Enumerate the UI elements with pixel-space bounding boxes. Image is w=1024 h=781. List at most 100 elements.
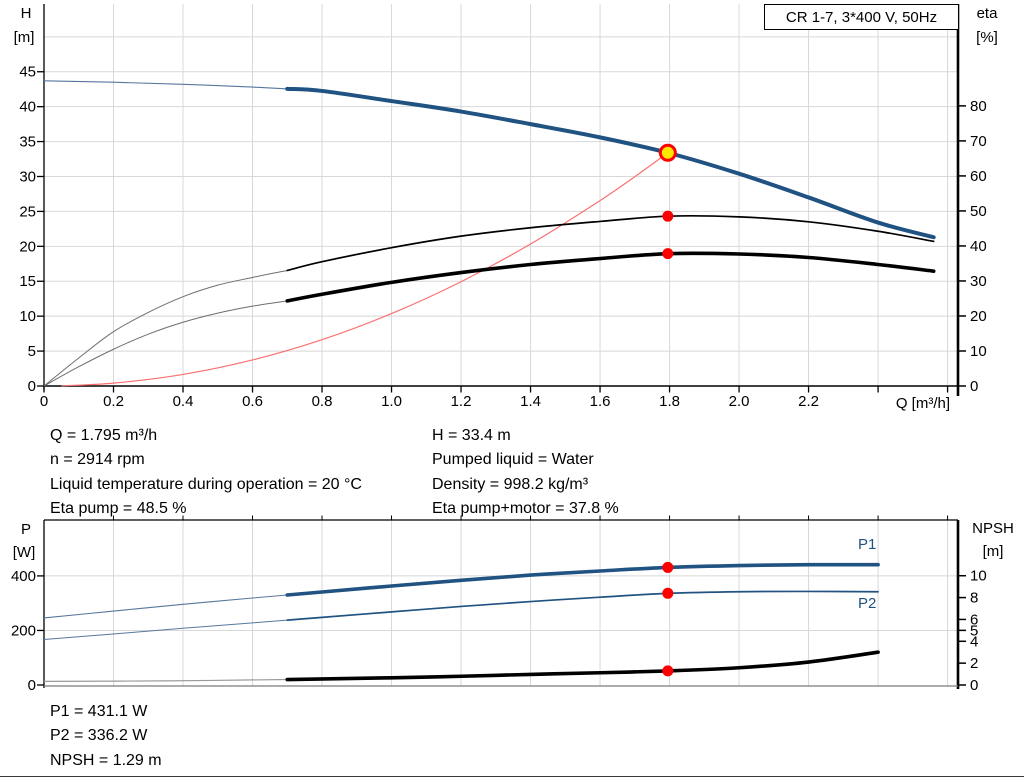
- eta-pump-motor-curve-lead: [43, 300, 288, 387]
- npsh-axis-unit: [m]: [982, 543, 1004, 560]
- duty-readout-right: H = 33.4 m Pumped liquid = Water Density…: [432, 424, 619, 522]
- p1-point-marker: [662, 561, 674, 573]
- left-tick-label: 10: [19, 308, 36, 325]
- head-curve: [285, 86, 936, 240]
- right-tick-label: 5: [970, 622, 978, 639]
- left-tick-label: 40: [19, 99, 36, 116]
- eta-pump-motor-point-marker: [662, 248, 674, 260]
- q-axis-label: Q [m³/h]: [895, 395, 950, 412]
- right-tick-label: 8: [970, 590, 978, 607]
- left-tick-label: 5: [28, 343, 36, 360]
- npsh-axis-name: NPSH: [972, 520, 1014, 537]
- right-tick-label: 10: [970, 568, 987, 585]
- h-axis-unit: [m]: [13, 29, 35, 46]
- pump-model-box: CR 1-7, 3*400 V, 50Hz: [764, 4, 959, 30]
- separator-line: [0, 776, 1024, 777]
- x-tick-label: 0: [40, 393, 48, 410]
- left-tick-label: 20: [19, 238, 36, 255]
- eta-pump-curve: [286, 214, 935, 272]
- right-tick-label: 80: [970, 98, 987, 115]
- bottom-chart-axes: [37, 515, 966, 689]
- x-tick-label: 0.2: [103, 393, 124, 410]
- npsh-curve-lead: [43, 678, 288, 682]
- npsh-curve: [285, 650, 880, 682]
- readout-temperature: Liquid temperature during operation = 20…: [50, 475, 362, 493]
- left-tick-label: 0: [28, 677, 36, 694]
- eta-pump-curve-lead: [43, 269, 288, 387]
- readout-p2: P2 = 336.2 W: [50, 727, 148, 745]
- x-tick-label: 1.6: [590, 393, 611, 410]
- bottom-chart-curves: [43, 562, 880, 682]
- right-tick-label: 2: [970, 655, 978, 672]
- eta-pump-motor-curve: [285, 251, 936, 303]
- duty-readout-left: Q = 1.795 m³/h n = 2914 rpm Liquid tempe…: [50, 424, 362, 522]
- top-chart-tick-labels: 0 0.2 0.4 0.6 0.8 1.0 1.2 1.4 1.6 1.8 2.0 2.2 0 5 10 15…: [19, 64, 986, 410]
- right-tick-label: 30: [970, 273, 987, 290]
- p-axis-unit: [W]: [12, 544, 36, 561]
- top-chart-gridlines: [44, 4, 958, 386]
- left-tick-label: 200: [11, 622, 36, 639]
- right-tick-label: 10: [970, 343, 987, 360]
- eta-pump-point-marker: [662, 210, 674, 222]
- readout-npsh: NPSH = 1.29 m: [50, 751, 162, 769]
- duty-point-marker[interactable]: [658, 143, 677, 162]
- readout-p1: P1 = 431.1 W: [50, 703, 148, 720]
- left-tick-label: 0: [28, 378, 36, 395]
- readout-flow: Q = 1.795 m³/h: [50, 427, 158, 444]
- p2-point-marker: [662, 587, 674, 599]
- left-tick-label: 15: [19, 273, 36, 290]
- right-tick-label: 20: [970, 308, 987, 325]
- right-tick-label: 6: [970, 611, 978, 628]
- readout-liquid: Pumped liquid = Water: [432, 451, 594, 469]
- left-tick-label: 25: [19, 203, 36, 220]
- top-chart-curves: [43, 80, 936, 387]
- x-tick-label: 1.0: [381, 393, 402, 410]
- readout-speed: n = 2914 rpm: [50, 451, 145, 469]
- x-tick-label: 1.8: [659, 393, 680, 410]
- power-readout: P1 = 431.1 W P2 = 336.2 W NPSH = 1.29 m: [50, 700, 162, 773]
- right-tick-label: 0: [970, 378, 978, 395]
- x-tick-label: 2.2: [798, 393, 819, 410]
- eta-axis-name: eta: [976, 5, 998, 22]
- right-tick-label: 0: [970, 677, 978, 694]
- p1-series-label: P1: [858, 536, 877, 553]
- readout-eta-pump-motor: Eta pump+motor = 37.8 %: [432, 500, 619, 518]
- right-tick-label: 70: [970, 133, 987, 150]
- p-axis-name: P: [20, 521, 31, 538]
- p1-curve: [285, 562, 880, 597]
- h-axis-name: H: [20, 5, 32, 22]
- left-tick-label: 400: [11, 568, 36, 585]
- system-curve: [61, 152, 669, 387]
- right-tick-label: 40: [970, 238, 987, 255]
- npsh-point-marker: [662, 665, 674, 677]
- x-tick-label: 1.2: [451, 393, 472, 410]
- p2-curve-lead: [43, 619, 288, 640]
- x-tick-label: 0.4: [173, 393, 194, 410]
- left-tick-label: 35: [19, 134, 36, 151]
- x-tick-label: 1.4: [520, 393, 541, 410]
- left-tick-label: 30: [19, 168, 36, 185]
- x-tick-label: 2.0: [729, 393, 750, 410]
- x-tick-label: 0.6: [242, 393, 263, 410]
- p2-curve: [286, 590, 879, 621]
- readout-density: Density = 998.2 kg/m³: [432, 475, 589, 493]
- readout-head: H = 33.4 m: [432, 427, 511, 444]
- p1-curve-lead: [43, 594, 288, 619]
- right-tick-label: 4: [970, 633, 978, 650]
- p2-series-label: P2: [858, 595, 877, 612]
- right-tick-label: 60: [970, 168, 987, 185]
- right-tick-label: 50: [970, 203, 987, 220]
- left-tick-label: 45: [19, 64, 36, 81]
- bottom-chart-tick-labels: 0 200 400 0 2 456 8 10: [11, 568, 987, 694]
- eta-axis-unit: [%]: [976, 29, 998, 46]
- head-curve-lead: [43, 80, 288, 90]
- x-tick-label: 0.8: [312, 393, 333, 410]
- top-chart-axes: [37, 4, 966, 396]
- pump-model-label: CR 1-7, 3*400 V, 50Hz: [785, 8, 938, 26]
- bottom-chart-gridlines: [44, 520, 958, 686]
- top-chart-markers: [658, 143, 677, 260]
- bottom-chart-markers: [662, 561, 674, 677]
- readout-eta-pump: Eta pump = 48.5 %: [50, 500, 187, 518]
